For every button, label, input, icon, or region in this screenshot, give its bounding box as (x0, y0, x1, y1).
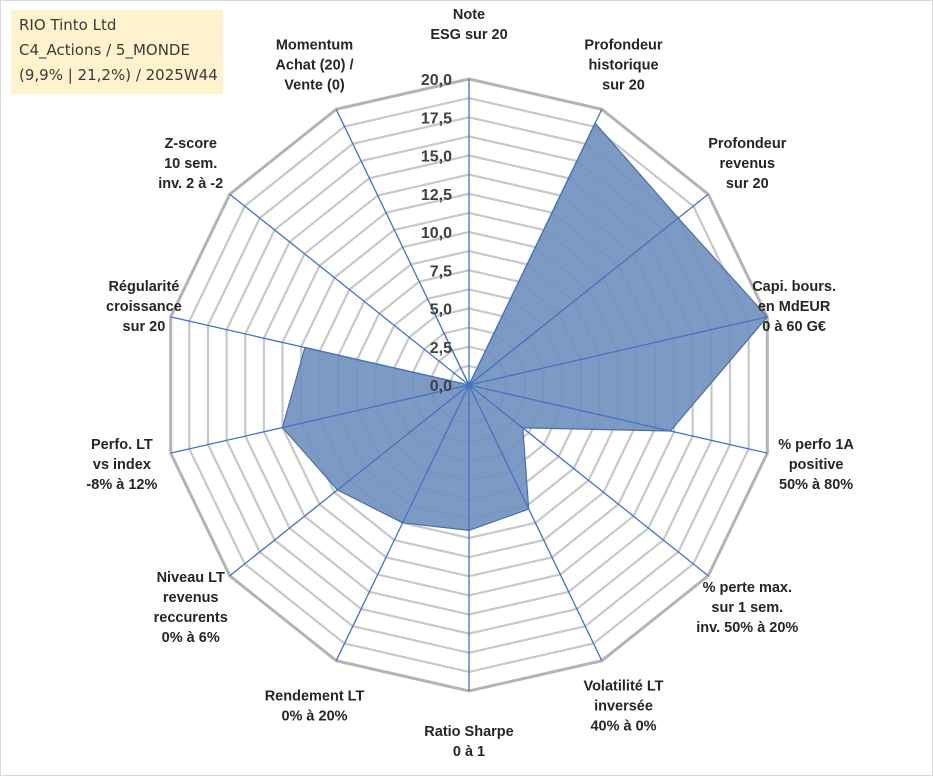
axis-label-line: positive (789, 457, 844, 473)
axis-label: Volatilité LT inversée 40% à 0% (583, 679, 663, 735)
axis-label-line: % perfo 1A (778, 437, 854, 453)
axis-label-line: reccurents (154, 610, 228, 626)
stats-line: (9,9% | 21,2%) / 2025W44 (19, 66, 218, 84)
axis-label-line: historique (588, 57, 658, 73)
axis-label-line: Niveau LT (157, 570, 225, 586)
axis-label-line: Z-score (165, 136, 217, 152)
axis-label: Niveau LT revenus reccurents 0% à 6% (154, 570, 228, 646)
axis-label-line: revenus (163, 590, 219, 606)
radar-axis-labels: Note ESG sur 20 Profondeur historique sur 20… (86, 7, 854, 760)
axis-label: Rendement LT 0% à 20% (265, 689, 365, 725)
axis-label-line: sur 20 (123, 319, 166, 335)
axis-label: Ratio Sharpe 0 à 1 (424, 724, 513, 760)
tick-label: 10,0 (421, 225, 452, 242)
axis-label-line: inv. 50% à 20% (696, 620, 798, 636)
axis-label: Profondeur revenus sur 20 (708, 136, 786, 192)
axis-label-line: Volatilité LT (583, 679, 663, 695)
axis-label: Momentum Achat (20) / Vente (0) (275, 37, 353, 93)
axis-label: Z-score 10 sem. inv. 2 à -2 (158, 136, 223, 192)
radar-tick-labels: 0,0 2,5 5,0 7,5 10,0 12,5 15,0 17,5 20,0 (421, 72, 452, 395)
axis-label: Régularité croissance sur 20 (106, 279, 182, 335)
tick-label: 2,5 (430, 340, 452, 357)
axis-label: % perfo 1A positive 50% à 80% (778, 437, 854, 493)
axis-label-line: % perte max. (703, 580, 792, 596)
axis-label-line: Ratio Sharpe (424, 724, 513, 740)
axis-label-line: 10 sem. (164, 156, 217, 172)
axis-label-line: inv. 2 à -2 (158, 176, 223, 192)
axis-label-line: -8% à 12% (86, 477, 157, 493)
axis-label-line: inversée (594, 699, 653, 715)
axis-spoke (229, 193, 470, 386)
axis-label-line: 0% à 20% (281, 709, 347, 725)
axis-label-line: 50% à 80% (779, 477, 853, 493)
axis-label-line: Régularité (108, 279, 179, 295)
category-line: C4_Actions / 5_MONDE (19, 41, 190, 59)
axis-label-line: sur 1 sem. (711, 600, 783, 616)
tick-label: 12,5 (421, 187, 452, 204)
axis-label-line: Profondeur (584, 37, 662, 53)
axis-spoke (468, 109, 603, 386)
tick-label: 17,5 (421, 110, 452, 127)
axis-label-line: 0 à 60 G€ (762, 319, 826, 335)
axis-label: Perfo. LT vs index -8% à 12% (86, 437, 157, 493)
axis-label-line: 40% à 0% (590, 719, 656, 735)
radar-spokes (170, 79, 768, 691)
axis-label-line: Rendement LT (265, 689, 365, 705)
axis-label-line: 0 à 1 (453, 744, 485, 760)
axis-label: % perte max. sur 1 sem. inv. 50% à 20% (696, 580, 798, 636)
axis-label-line: croissance (106, 299, 182, 315)
axis-spoke (170, 316, 470, 386)
info-box: RIO Tinto Ltd C4_Actions / 5_MONDE (9,9%… (11, 10, 223, 94)
tick-label: 7,5 (430, 263, 452, 280)
tick-label: 15,0 (421, 149, 452, 166)
axis-label-line: vs index (93, 457, 151, 473)
axis-label-line: Momentum (276, 37, 353, 53)
axis-spoke (468, 193, 709, 386)
axis-label-line: Vente (0) (284, 77, 345, 93)
tick-label: 5,0 (430, 302, 452, 319)
axis-spoke (468, 384, 603, 661)
axis-label-line: 0% à 6% (162, 630, 220, 646)
axis-label: Note ESG sur 20 (430, 7, 507, 43)
axis-spoke (468, 384, 709, 577)
tick-label: 20,0 (421, 72, 452, 89)
axis-label-line: Achat (20) / (275, 57, 353, 73)
axis-label-line: sur 20 (726, 176, 769, 192)
company-name: RIO Tinto Ltd (19, 16, 117, 34)
axis-label: Capi. bours. en MdEUR 0 à 60 G€ (752, 279, 836, 335)
axis-spoke (468, 384, 768, 454)
axis-spoke (170, 384, 470, 454)
axis-label-line: Profondeur (708, 136, 786, 152)
axis-label-line: ESG sur 20 (430, 27, 507, 43)
axis-label-line: en MdEUR (758, 299, 831, 315)
axis-label-line: Note (453, 7, 485, 23)
axis-spoke (229, 384, 470, 577)
axis-spoke (468, 316, 768, 386)
axis-label-line: Perfo. LT (91, 437, 153, 453)
tick-label: 0,0 (430, 378, 452, 395)
axis-label-line: sur 20 (602, 77, 645, 93)
axis-spoke (335, 384, 470, 661)
axis-label-line: Capi. bours. (752, 279, 836, 295)
axis-label: Profondeur historique sur 20 (584, 37, 662, 93)
axis-spoke (335, 109, 470, 386)
axis-label-line: revenus (719, 156, 775, 172)
